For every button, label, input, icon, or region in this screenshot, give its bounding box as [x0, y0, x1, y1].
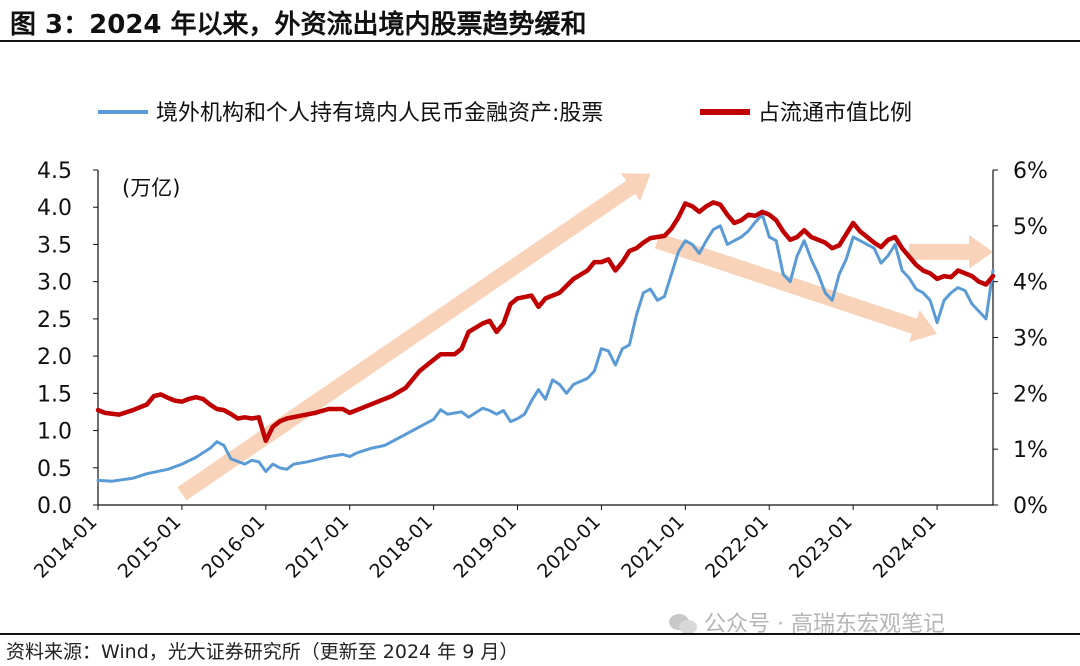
x-tick-label: 2017-01 [282, 511, 354, 583]
x-tick-label: 2023-01 [785, 511, 857, 583]
left-tick-label: 0.0 [37, 494, 72, 519]
right-tick-label: 4% [1013, 271, 1048, 296]
right-tick-label: 0% [1013, 494, 1048, 519]
left-tick-label: 3.5 [37, 233, 72, 258]
left-tick-label: 4.0 [37, 196, 72, 221]
wechat-icon [669, 614, 697, 634]
left-tick-label: 3.0 [37, 271, 72, 296]
trend-arrows [177, 173, 993, 501]
series-lines [95, 200, 996, 483]
left-tick-label: 2.0 [37, 345, 72, 370]
right-tick-label: 2% [1013, 382, 1048, 407]
x-tick-label: 2022-01 [701, 511, 773, 583]
footer-rule [0, 633, 1080, 635]
series-line-1 [96, 213, 995, 483]
right-tick-label: 1% [1013, 438, 1048, 463]
series-line-2 [95, 200, 996, 444]
left-tick-label: 4.5 [37, 159, 72, 184]
title-rule [0, 40, 1080, 42]
right-tick-label: 6% [1013, 159, 1048, 184]
left-tick-label: 0.5 [37, 457, 72, 482]
left-tick-label: 2.5 [37, 308, 72, 333]
legend-label-2: 占流通市值比例 [758, 101, 912, 126]
trend-arrow-1 [177, 173, 651, 501]
x-tick-label: 2015-01 [114, 511, 186, 583]
watermark-text: 公众号 · 高瑞东宏观笔记 [704, 612, 945, 637]
x-tick-label: 2016-01 [198, 511, 270, 583]
trend-arrow-2 [654, 233, 938, 343]
left-axis-unit-label: (万亿) [122, 176, 180, 200]
legend: 境外机构和个人持有境内人民币金融资产:股票 占流通市值比例 [98, 101, 912, 126]
x-tick-label: 2019-01 [449, 511, 521, 583]
x-tick-label: 2021-01 [617, 511, 689, 583]
left-tick-label: 1.0 [37, 420, 72, 445]
page-title: 图 3：2024 年以来，外资流出境内股票趋势缓和 [10, 10, 587, 40]
watermark: 公众号 · 高瑞东宏观笔记 [668, 606, 945, 638]
trend-arrow-3 [909, 234, 993, 269]
right-tick-label: 3% [1013, 327, 1048, 352]
left-tick-label: 1.5 [37, 382, 72, 407]
source-note: 资料来源：Wind，光大证券研究所（更新至 2024 年 9 月） [6, 641, 519, 663]
x-tick-label: 2014-01 [30, 511, 102, 583]
x-tick-label: 2018-01 [365, 511, 437, 583]
chart: 0.0 0.5 1.0 1.5 2.0 2.5 3.0 3.5 4.0 4.5 0% 1% 2% 3% 4%… [30, 101, 1048, 583]
axes [93, 169, 998, 510]
x-tick-label: 2020-01 [533, 511, 605, 583]
x-tick-label: 2024-01 [869, 511, 941, 583]
right-tick-label: 5% [1013, 215, 1048, 240]
legend-label-1: 境外机构和个人持有境内人民币金融资产:股票 [156, 101, 603, 126]
tick-labels: 0.0 0.5 1.0 1.5 2.0 2.5 3.0 3.5 4.0 4.5 0% 1% 2% 3% 4%… [30, 159, 1048, 583]
